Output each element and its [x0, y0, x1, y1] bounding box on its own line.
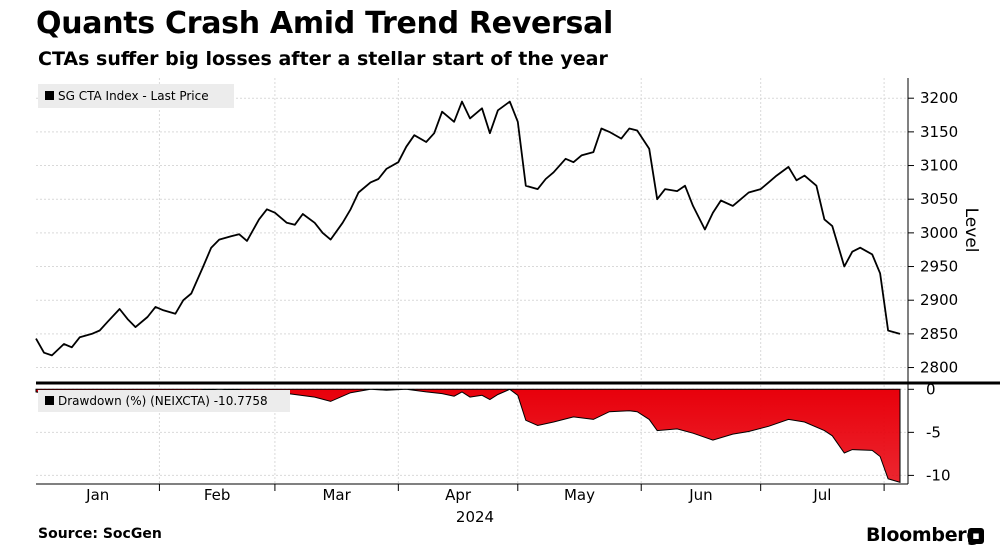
top-legend-label: SG CTA Index - Last Price — [58, 89, 209, 103]
bottom-y-tick-label: 0 — [926, 380, 936, 398]
x-tick-label: May — [564, 486, 595, 504]
top-legend-swatch — [45, 91, 54, 100]
top-y-tick-labels: 2800 2850 2900 2950 3000 3050 3100 3150 3200 — [920, 89, 958, 376]
x-tick-label: Jun — [688, 486, 712, 504]
brand-box-icon: ▪ — [968, 528, 984, 544]
bottom-y-tick-labels: 0 -5 -10 — [926, 380, 951, 484]
price-line-layer — [35, 100, 901, 357]
x-axis-year: 2024 — [456, 508, 494, 526]
top-y-tick-label: 3100 — [920, 157, 958, 175]
x-tick-labels: Jan Feb Mar Apr May Jun Jul — [85, 484, 885, 504]
chart-subtitle: CTAs suffer big losses after a stellar s… — [38, 48, 608, 70]
x-tick-label: Jan — [85, 486, 109, 504]
bottom-legend-label: Drawdown (%) (NEIXCTA) -10.7758 — [58, 394, 268, 408]
top-y-tick-label: 3000 — [920, 224, 958, 242]
top-panel-grid — [36, 78, 914, 381]
price-series-line — [35, 100, 901, 357]
bottom-y-tick-label: -10 — [926, 466, 951, 484]
top-y-tick-label: 2900 — [920, 291, 958, 309]
bottom-legend-swatch — [45, 396, 54, 405]
x-tick-label: Mar — [322, 486, 351, 504]
y-axis-label: Level — [961, 208, 981, 253]
top-y-tick-label: 2850 — [920, 325, 958, 343]
top-legend: SG CTA Index - Last Price — [38, 84, 234, 108]
x-tick-label: Feb — [204, 486, 231, 504]
top-y-tick-label: 2800 — [920, 359, 958, 377]
brand-logo: Bloomberg — [866, 524, 980, 546]
bottom-legend: Drawdown (%) (NEIXCTA) -10.7758 — [38, 390, 290, 412]
top-y-tick-label: 3050 — [920, 190, 958, 208]
source-note: Source: SocGen — [38, 526, 162, 542]
top-y-tick-label: 3150 — [920, 123, 958, 141]
x-tick-label: Apr — [445, 486, 472, 504]
chart-title: Quants Crash Amid Trend Reversal — [36, 6, 614, 41]
bottom-y-tick-label: -5 — [926, 423, 941, 441]
top-y-tick-label: 2950 — [920, 258, 958, 276]
x-tick-label: Jul — [812, 486, 831, 504]
top-y-tick-label: 3200 — [920, 89, 958, 107]
